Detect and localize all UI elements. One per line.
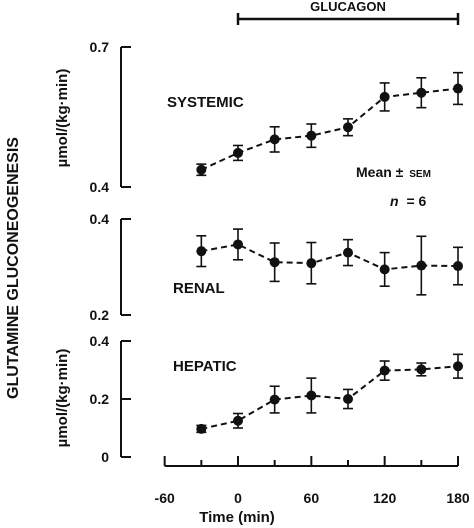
renal-series-line	[201, 243, 459, 271]
systemic-data-point	[416, 87, 427, 98]
n-letter: n	[390, 193, 399, 209]
sem-text: SEM	[409, 169, 431, 180]
systemic-y-axis-unit: µmol/(kg·min)	[54, 69, 71, 168]
hepatic-data-point	[379, 365, 390, 376]
hepatic-data-point	[453, 361, 463, 372]
hepatic-data-point	[196, 423, 207, 434]
systemic-data-point	[453, 83, 463, 94]
renal-y-tick-label: 0.4	[90, 211, 110, 227]
renal-data-point	[233, 239, 243, 250]
n-label: n = 6	[390, 193, 427, 209]
mean-pm-text: Mean ±	[356, 164, 404, 180]
x-tick-label: 0	[234, 490, 242, 506]
x-tick-label: 60	[304, 490, 320, 506]
renal-data-point	[416, 260, 427, 271]
glucagon-label: GLUCAGON	[310, 0, 386, 14]
renal-data-point	[196, 246, 207, 257]
systemic-data-point	[343, 122, 353, 133]
systemic-y-tick-label: 0.4	[90, 179, 110, 195]
hepatic-panel-label: HEPATIC	[173, 358, 237, 375]
mean-sem-label: Mean ± SEM	[356, 164, 431, 180]
systemic-data-point	[306, 130, 317, 141]
hepatic-y-tick-label: 0	[101, 449, 109, 465]
systemic-data-point	[269, 134, 280, 145]
renal-data-point	[453, 261, 463, 272]
plot-layer: 0.4 0.7 0.2 0.4 0 0.2 0.4 -60 0 60 120 180	[90, 39, 470, 506]
renal-data-point	[343, 247, 353, 258]
systemic-y-tick-label: 0.7	[90, 39, 110, 55]
hepatic-series-line	[201, 365, 459, 430]
systemic-data-point	[233, 147, 243, 158]
renal-panel-label: RENAL	[173, 280, 225, 297]
main-y-axis-title: GLUTAMINE GLUCONEOGENESIS	[5, 137, 22, 399]
x-tick-label: 120	[373, 490, 397, 506]
glucagon-bar: GLUCAGON	[236, 0, 460, 25]
x-tick-label: 180	[446, 490, 470, 506]
hepatic-y-axis-unit: µmol/(kg·min)	[54, 349, 71, 448]
x-axis-title: Time (min)	[199, 509, 275, 526]
hepatic-data-point	[306, 390, 317, 401]
hepatic-data-point	[269, 394, 280, 405]
systemic-series-line	[200, 87, 459, 171]
renal-data-point	[379, 264, 390, 275]
hepatic-y-tick-label: 0.2	[90, 391, 110, 407]
renal-data-point	[269, 257, 280, 268]
x-tick-label: -60	[155, 490, 175, 506]
n-value: = 6	[406, 193, 426, 209]
systemic-data-point	[196, 164, 207, 175]
hepatic-data-point	[416, 364, 427, 375]
renal-y-tick-label: 0.2	[90, 307, 110, 323]
systemic-panel-label: SYSTEMIC	[167, 94, 244, 111]
renal-data-point	[306, 258, 317, 269]
hepatic-data-point	[343, 394, 353, 404]
systemic-data-point	[379, 91, 390, 102]
hepatic-y-tick-label: 0.4	[90, 333, 110, 349]
hepatic-data-point	[233, 415, 243, 426]
